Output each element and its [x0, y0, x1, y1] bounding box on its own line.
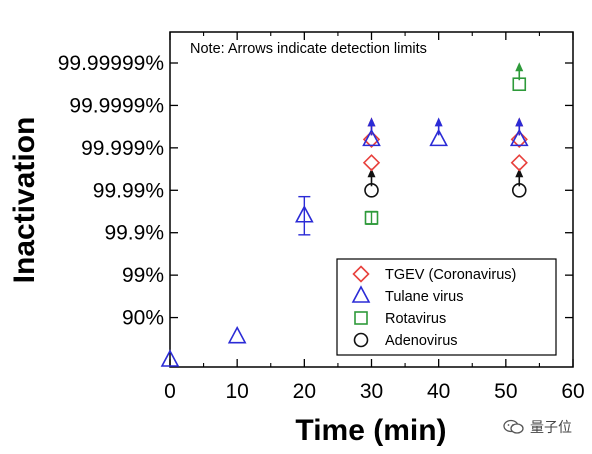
tulane-virus-arrow-head [434, 117, 443, 127]
axis-ticks [169, 32, 574, 367]
x-tick-labels: 0 10 20 30 40 50 60 [164, 380, 585, 403]
legend-label-adenovirus: Adenovirus [385, 333, 458, 349]
tulane-virus-point [362, 128, 381, 147]
x-tick-label: 40 [427, 380, 450, 403]
legend-label-tgev-coronavirus: TGEV (Coronavirus) [385, 267, 516, 283]
rotavirus-point [364, 211, 379, 225]
tulane-virus-point [429, 128, 448, 147]
legend-box [336, 258, 557, 356]
rotavirus-arrow-head [515, 62, 524, 72]
legend: TGEV (Coronavirus) Tulane virus Rotavirus A… [336, 258, 557, 356]
adenovirus-point [511, 182, 527, 198]
detection-arrows [367, 62, 524, 187]
x-tick-label: 30 [360, 380, 383, 403]
y-tick-label: 99.99% [93, 179, 164, 202]
adenovirus-arrow-head [515, 168, 524, 178]
watermark: 量子位 [503, 415, 572, 439]
y-tick-label: 99.99999% [58, 52, 164, 75]
data-markers [160, 77, 529, 367]
y-tick-label: 99.999% [81, 137, 164, 160]
tulane-virus-arrow-head [367, 117, 376, 127]
y-axis-title: Inactivation [8, 117, 41, 284]
y-tick-label: 90% [122, 307, 164, 330]
tgev-coronavirus-point [510, 154, 528, 172]
tulane-virus-arrow-head [515, 117, 524, 127]
legend-label-tulane-virus: Tulane virus [385, 289, 463, 305]
adenovirus-arrow-head [367, 168, 376, 178]
rotavirus-point [512, 77, 527, 92]
y-tick-labels: 90% 99% 99.9% 99.99% 99.999% 99.9999% 99.99999… [58, 52, 164, 330]
detection-limit-note: Note: Arrows indicate detection limits [190, 41, 427, 57]
y-tick-label: 99% [122, 264, 164, 287]
x-tick-label: 10 [225, 380, 248, 403]
tgev-coronavirus-point [362, 154, 381, 172]
legend-label-rotavirus: Rotavirus [385, 311, 446, 327]
legend-marker-tulane-virus [351, 285, 371, 303]
tulane-virus-point [295, 205, 314, 223]
y-tick-label: 99.9999% [69, 94, 164, 117]
wechat-icon [503, 419, 524, 434]
tulane-virus-point [160, 349, 180, 367]
tgev-coronavirus-point [362, 130, 381, 149]
x-tick-label: 50 [494, 380, 517, 403]
x-axis-title: Time (min) [295, 414, 446, 447]
legend-marker-rotavirus [354, 311, 368, 325]
tgev-coronavirus-point [510, 130, 528, 149]
adenovirus-point [364, 182, 379, 198]
x-tick-label: 60 [561, 380, 584, 403]
legend-marker-tgev-coronavirus [352, 265, 370, 283]
watermark-text: 量子位 [530, 420, 572, 436]
y-tick-label: 99.9% [104, 222, 164, 245]
tulane-virus-point [227, 325, 247, 344]
legend-marker-adenovirus [353, 332, 369, 348]
tulane-virus-point [509, 128, 529, 147]
x-tick-label: 0 [164, 380, 176, 403]
x-tick-label: 20 [293, 380, 316, 403]
